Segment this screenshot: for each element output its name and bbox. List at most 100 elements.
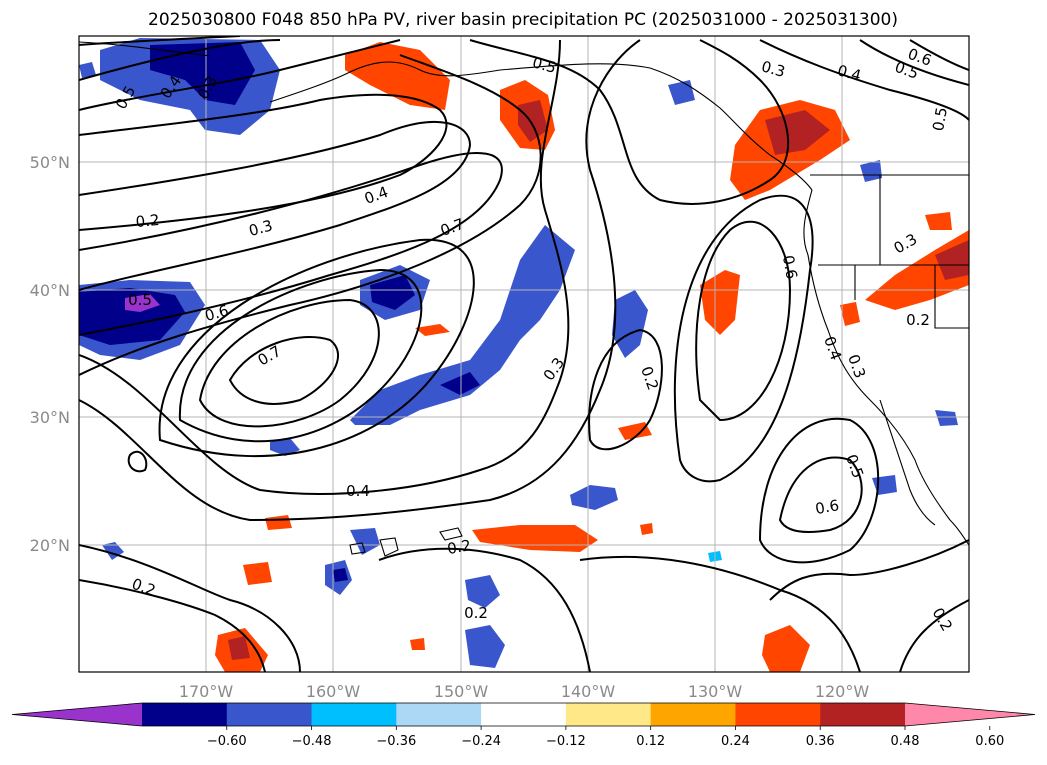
contour-label: 0.4 [835, 61, 863, 85]
colorbar-tick-label: −0.36 [376, 734, 416, 749]
colorbar-tick-label: 0.36 [806, 734, 835, 749]
pv-contour-20 [79, 579, 266, 672]
colorbar-segment [396, 703, 482, 726]
x-tick-labels: 170°W 160°W 150°W 140°W 130°W 120°W [179, 682, 870, 701]
pv-contour-4 [79, 120, 472, 291]
pv-contour-21 [378, 547, 591, 672]
y-tick-label: 20°N [30, 536, 70, 555]
pv-contour-9 [178, 268, 423, 443]
pv-contour-19 [79, 544, 301, 672]
colorbar-segment [311, 703, 397, 726]
pos-region-hawaii-w [243, 562, 272, 585]
state-borders [810, 174, 969, 329]
pos-region-se [762, 625, 810, 672]
colorbar-segment [481, 703, 567, 726]
pv-contour-8 [198, 298, 380, 428]
pos-region-small-5 [925, 212, 952, 230]
colorbar-tick-label: −0.60 [207, 734, 247, 749]
x-tick-label: 160°W [306, 682, 361, 701]
coast-hawaii-3 [349, 542, 366, 555]
pv-contour-2 [79, 39, 401, 111]
pos-region-small-4 [840, 302, 860, 326]
pos-region-small-3 [640, 523, 653, 535]
colorbar-segment [820, 703, 906, 726]
pos-region-130w [700, 270, 740, 335]
pv-contour-27 [909, 39, 969, 71]
negative-precip-shading [79, 38, 958, 668]
pv-contours [79, 36, 969, 672]
colorbar-tick-label: 0.60 [975, 734, 1004, 749]
neg-core-mid [370, 275, 415, 310]
coast-hawaii-2 [379, 537, 399, 557]
map-frame [78, 35, 970, 673]
contour-label: 0.2 [906, 311, 930, 329]
colorbar-tick-label: 0.48 [891, 734, 920, 749]
colorbar-segment [650, 703, 736, 726]
pv-contour-7 [228, 336, 340, 405]
colorbar-tick-label: −0.48 [292, 734, 332, 749]
colorbar-segment [565, 703, 652, 726]
neg-core-bering [150, 42, 255, 105]
pv-contour-10 [158, 238, 475, 458]
pv-contour-11 [79, 39, 570, 495]
pv-contour-6 [79, 54, 542, 376]
colorbar-segment [226, 703, 313, 726]
pv-contour-17 [778, 456, 863, 533]
map-area: 0.5 0.4 0.3 0.5 0.3 0.4 0.5 0.6 0.5 0.4 … [79, 36, 969, 672]
neg-blob-socal [935, 410, 958, 426]
colorbar-segment [735, 703, 821, 726]
contour-label: 0.6 [203, 301, 231, 325]
pv-contour-28 [127, 450, 148, 473]
neg-blob-12n [465, 625, 505, 668]
pv-contour-5 [79, 152, 503, 336]
colorbar-tick-label: −0.12 [546, 734, 586, 749]
x-tick-label: 120°W [815, 682, 870, 701]
contour-label: 0.6 [779, 254, 801, 281]
contour-label: 0.5 [530, 53, 558, 77]
pos-region-small-2 [410, 638, 425, 650]
coast-baja [879, 399, 936, 526]
pv-contour-26 [859, 39, 969, 86]
pos-region-36n [415, 324, 450, 336]
positive-precip-shading [215, 42, 969, 672]
y-tick-labels: 20°N 30°N 40°N 50°N [30, 153, 70, 555]
pos-core-pnw [765, 110, 830, 155]
y-tick-label: 50°N [30, 153, 70, 172]
pos-region-alaska [345, 42, 450, 110]
x-tick-label: 150°W [434, 682, 489, 701]
contour-label: 0.2 [464, 604, 488, 622]
neg-purple-west [125, 294, 160, 312]
colorbar-outline [11, 702, 1036, 727]
pv-contour-3 [79, 93, 448, 231]
neg-blob-23n [570, 485, 618, 510]
neg-blob-nw-tip [79, 62, 96, 78]
contour-label: 0.2 [446, 536, 473, 558]
y-tick-label: 40°N [30, 281, 70, 300]
contour-label: 0.4 [346, 482, 370, 500]
graticule [79, 36, 969, 672]
pv-contour-29 [79, 36, 241, 46]
coast-alaska [79, 41, 813, 191]
pv-contour-15 [695, 220, 792, 422]
colorbar-tick-label: −0.24 [461, 734, 501, 749]
pv-contour-25 [759, 39, 969, 121]
colorbar-tick-label: 0.24 [721, 734, 750, 749]
x-tick-label: 170°W [179, 682, 234, 701]
colorbar-segment [142, 703, 228, 726]
pv-contour-14 [588, 328, 663, 451]
neg-band-central [350, 225, 575, 425]
colorbar-extend-high [905, 703, 1035, 726]
contour-label: 0.2 [135, 211, 160, 231]
neg-blob-alaska [668, 80, 695, 105]
pv-contour-22 [579, 555, 861, 672]
pv-contour-13 [469, 39, 790, 205]
y-tick-label: 30°N [30, 408, 70, 427]
pos-core-west-us [935, 240, 969, 280]
colorbar-extend-low [12, 703, 142, 726]
contour-label: 0.3 [247, 216, 275, 240]
neg-blob-pnw [860, 160, 882, 182]
neg-core-central [440, 372, 480, 395]
chart-title: 2025030800 F048 850 hPa PV, river basin … [148, 10, 898, 30]
neg-blob-hawaii2 [350, 528, 380, 555]
